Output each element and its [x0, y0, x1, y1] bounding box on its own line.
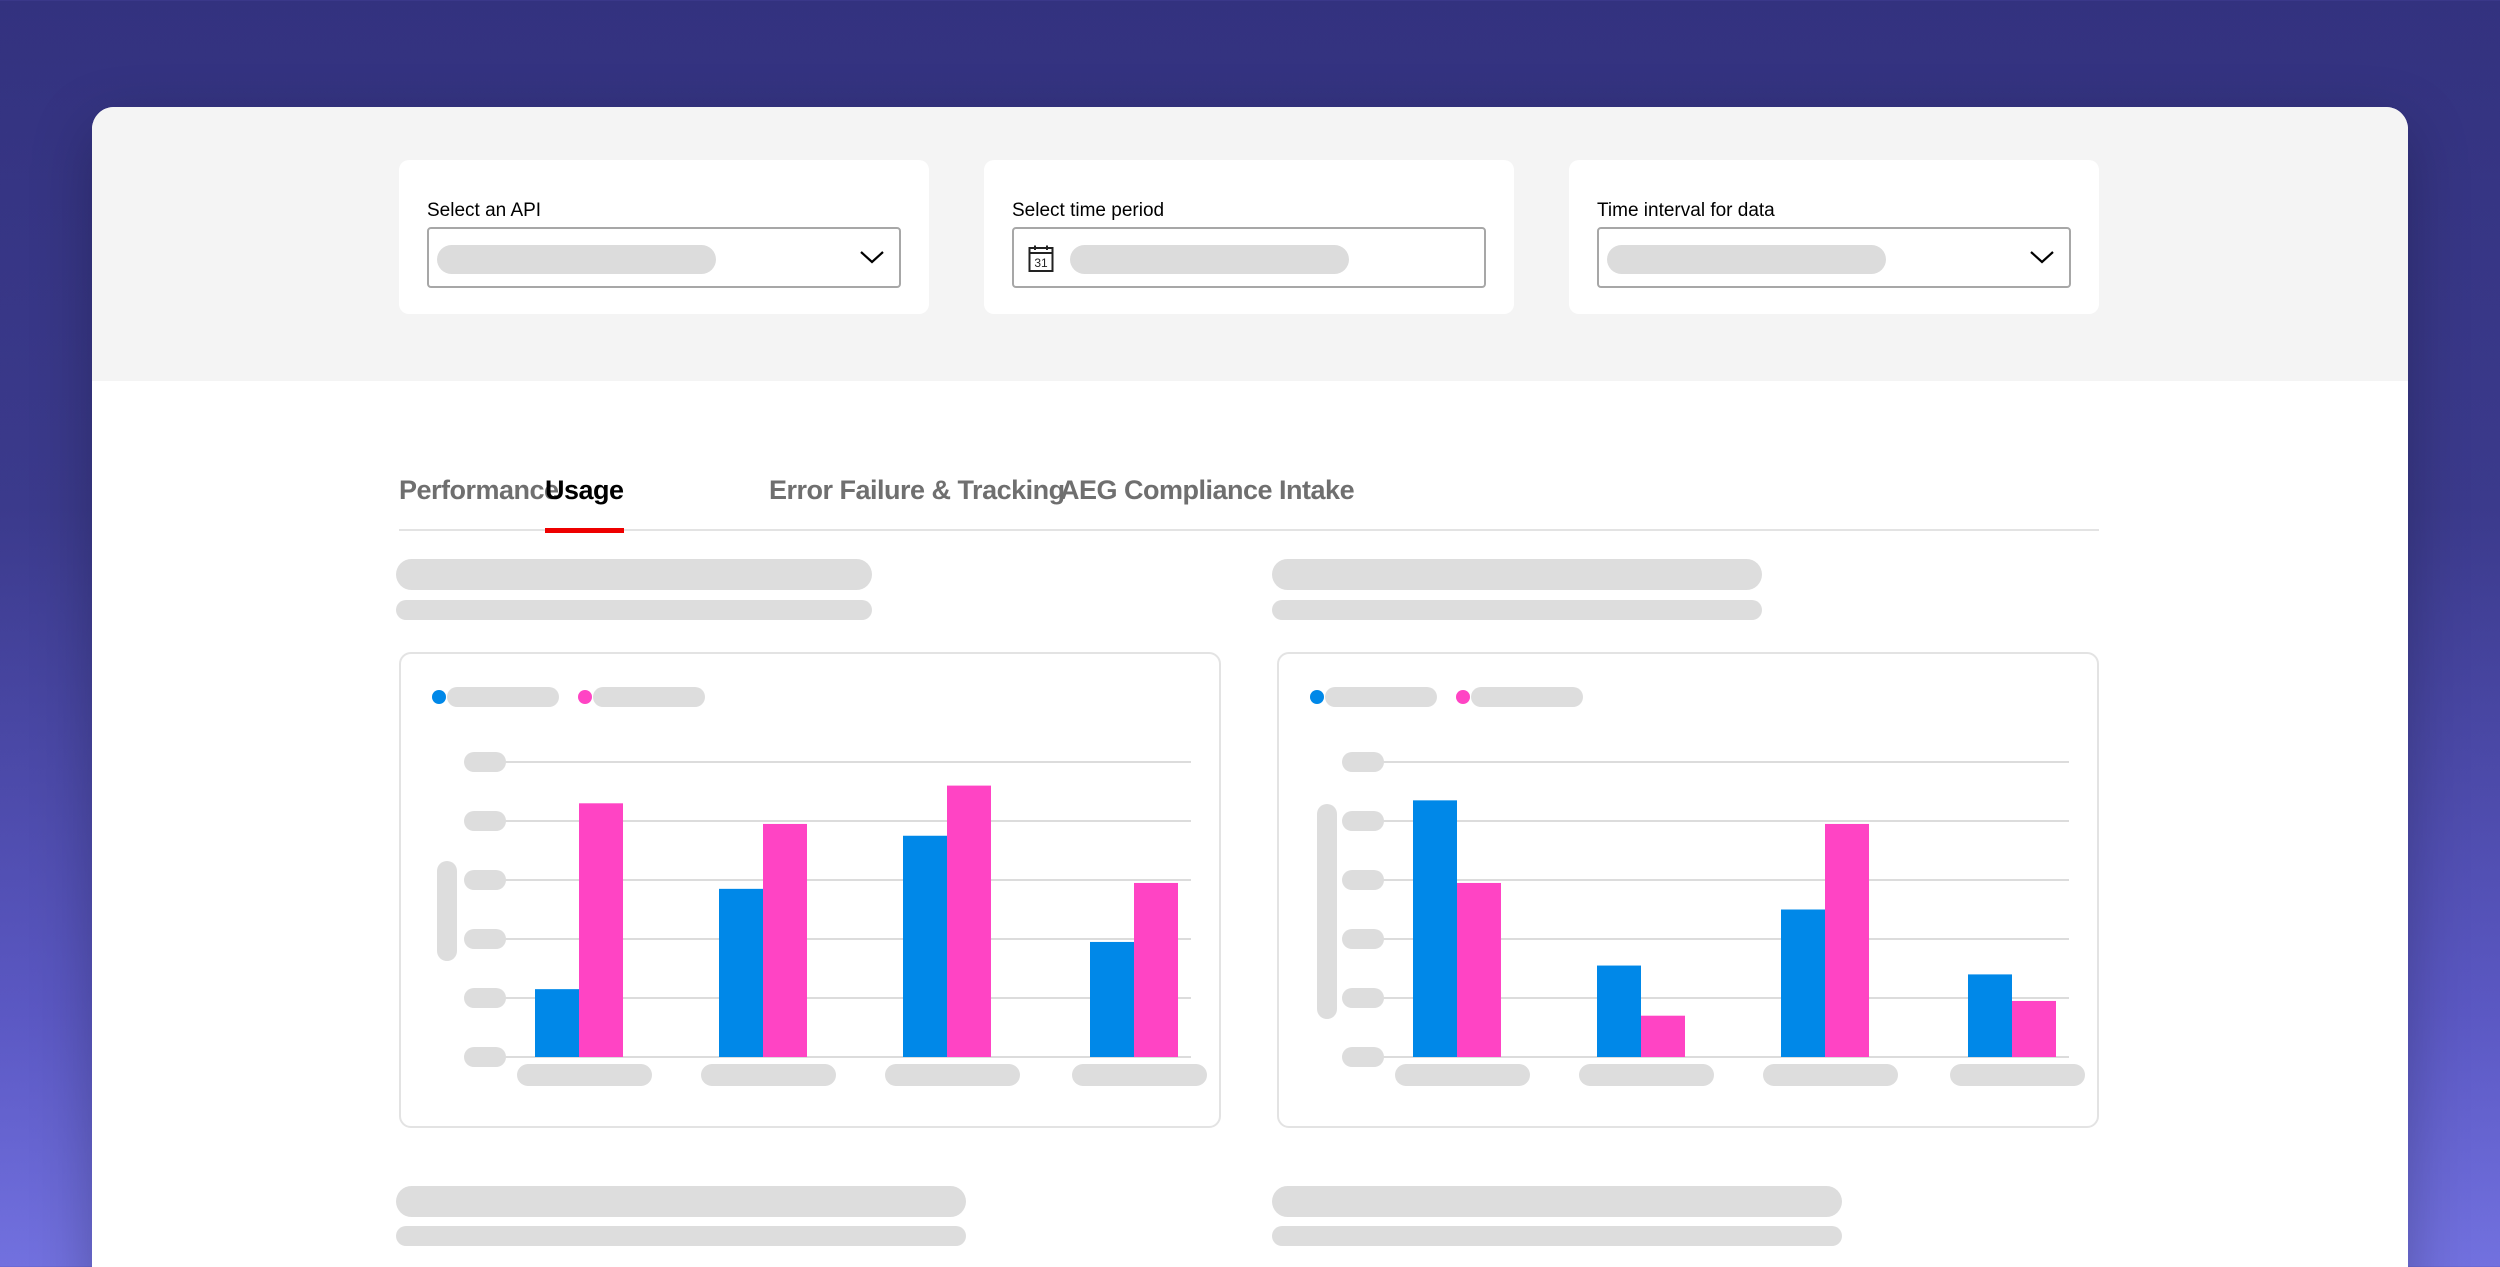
tab-error-failure-tracking[interactable]: Error Failure & Tracking [769, 475, 1065, 505]
y-tick-label-placeholder [464, 752, 506, 772]
y-axis-label-placeholder [437, 861, 457, 961]
y-tick-label-placeholder [464, 870, 506, 890]
interval-select-label: Time interval for data [1597, 200, 1775, 221]
interval-filter-card: Time interval for data [1569, 160, 2099, 314]
bar-blue-3 [1781, 909, 1825, 1057]
x-tick-label-placeholder-4 [1950, 1064, 2085, 1086]
y-tick-label-placeholder [464, 1047, 506, 1067]
chart-2-title-placeholder [1272, 559, 1762, 590]
y-tick-label-placeholder [464, 811, 506, 831]
y-tick-label-placeholder [464, 929, 506, 949]
chart-2-subtitle-placeholder [1272, 600, 1762, 620]
chevron-down-icon [860, 251, 884, 264]
usage-chart-1 [399, 652, 1221, 1128]
section-4-title-placeholder [1272, 1186, 1842, 1217]
section-3-title-placeholder [396, 1186, 966, 1217]
chart-1-title-placeholder [396, 559, 872, 590]
bar-pink-3 [1825, 823, 1869, 1057]
legend-swatch-2 [1456, 690, 1470, 704]
tab-aeg-compliance-intake[interactable]: AEG Compliance Intake [1060, 475, 1355, 505]
period-select-label: Select time period [1012, 200, 1165, 221]
bar-blue-3 [903, 835, 947, 1057]
filter-bar: Select an API Select time period 31 [92, 107, 2408, 381]
tab-performance[interactable]: Performance [399, 475, 559, 505]
y-tick-label-placeholder [1342, 811, 1384, 831]
bar-pink-1 [1457, 882, 1501, 1057]
x-tick-label-placeholder-3 [1763, 1064, 1898, 1086]
legend-label-placeholder-1 [447, 687, 559, 707]
period-select[interactable]: 31 [1012, 227, 1486, 288]
bar-blue-4 [1968, 974, 2012, 1057]
legend-label-placeholder-2 [1471, 687, 1583, 707]
bar-blue-2 [1597, 965, 1641, 1057]
x-tick-label-placeholder-4 [1072, 1064, 1207, 1086]
y-tick-label-placeholder [1342, 988, 1384, 1008]
bar-blue-1 [1413, 800, 1457, 1057]
usage-chart-1-svg [432, 687, 1207, 1086]
usage-chart-2 [1277, 652, 2099, 1128]
y-tick-label-placeholder [464, 988, 506, 1008]
period-filter-card: Select time period 31 [984, 160, 1514, 314]
interval-select[interactable] [1597, 227, 2071, 288]
x-tick-label-placeholder-1 [517, 1064, 652, 1086]
x-tick-label-placeholder-1 [1395, 1064, 1530, 1086]
bar-pink-2 [1641, 1015, 1685, 1057]
y-axis-label-placeholder [1317, 804, 1337, 1019]
legend-label-placeholder-2 [593, 687, 705, 707]
bar-pink-4 [1134, 882, 1178, 1057]
api-select-placeholder [437, 245, 716, 274]
legend-swatch-1 [1310, 690, 1324, 704]
x-tick-label-placeholder-2 [1579, 1064, 1714, 1086]
interval-select-placeholder [1607, 245, 1886, 274]
y-tick-label-placeholder [1342, 929, 1384, 949]
x-tick-label-placeholder-2 [701, 1064, 836, 1086]
usage-chart-2-svg [1310, 687, 2085, 1086]
api-filter-card: Select an API [399, 160, 929, 314]
bar-blue-4 [1090, 941, 1134, 1057]
calendar-day-text: 31 [1034, 256, 1048, 270]
api-select[interactable] [427, 227, 901, 288]
chart-1-subtitle-placeholder [396, 600, 872, 620]
tab-usage[interactable]: Usage [545, 459, 624, 533]
bar-blue-2 [719, 888, 763, 1057]
api-select-label: Select an API [427, 200, 542, 221]
bar-pink-1 [579, 803, 623, 1057]
calendar-icon: 31 [1028, 245, 1054, 272]
legend-swatch-2 [578, 690, 592, 704]
chevron-down-icon [2030, 251, 2054, 264]
section-3-subtitle-placeholder [396, 1226, 966, 1246]
bar-pink-3 [947, 785, 991, 1057]
bar-pink-2 [763, 823, 807, 1057]
dashboard-window: Select an API Select time period 31 [92, 107, 2408, 1267]
bar-blue-1 [535, 989, 579, 1057]
y-tick-label-placeholder [1342, 752, 1384, 772]
bar-pink-4 [2012, 1000, 2056, 1057]
tab-bar: Performance Usage Error Failure & Tracki… [399, 459, 2099, 533]
section-4-subtitle-placeholder [1272, 1226, 1842, 1246]
period-select-placeholder [1070, 245, 1349, 274]
y-tick-label-placeholder [1342, 870, 1384, 890]
legend-label-placeholder-1 [1325, 687, 1437, 707]
x-tick-label-placeholder-3 [885, 1064, 1020, 1086]
legend-swatch-1 [432, 690, 446, 704]
y-tick-label-placeholder [1342, 1047, 1384, 1067]
